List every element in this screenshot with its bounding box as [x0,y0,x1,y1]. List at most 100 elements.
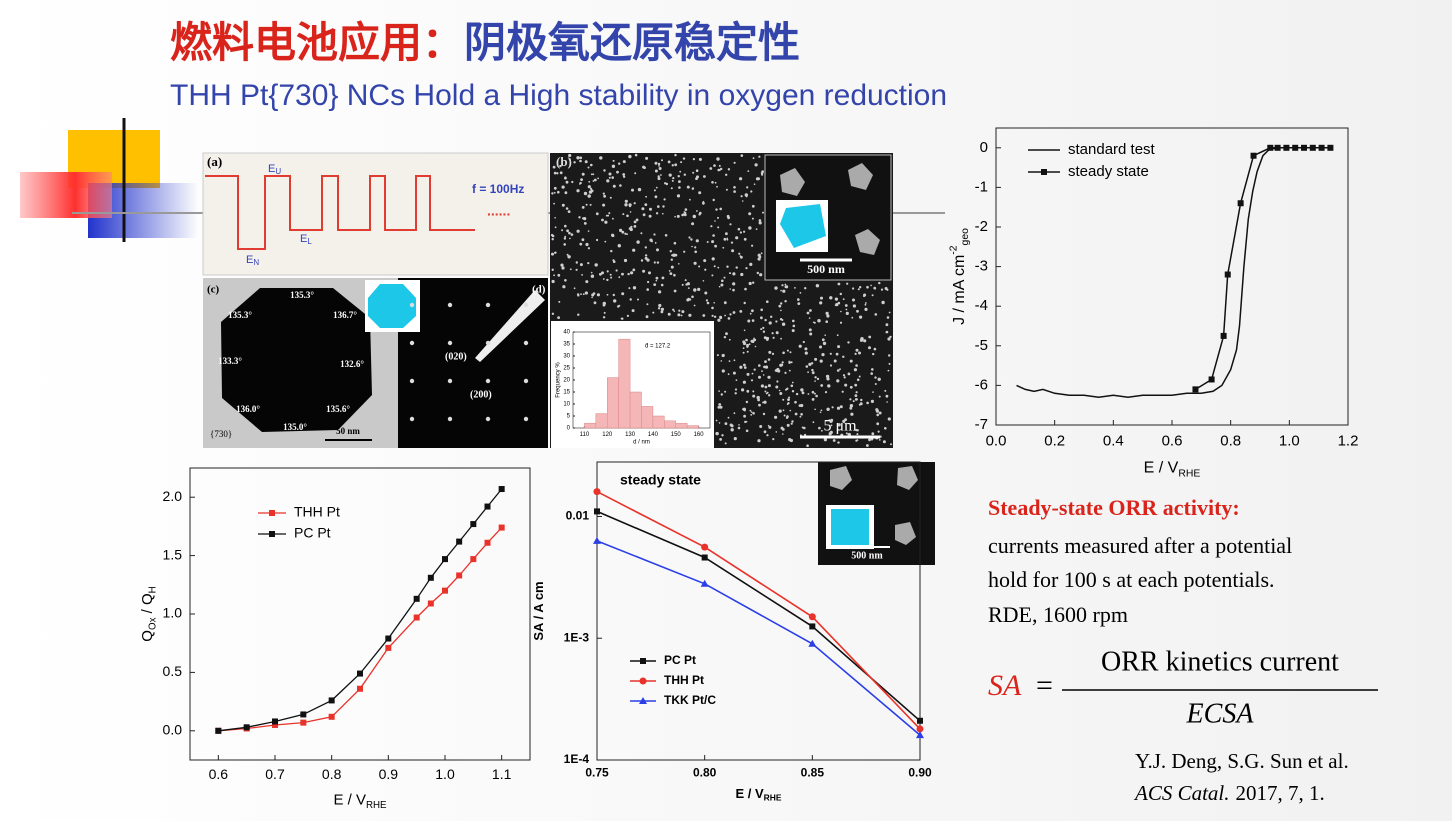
particle [727,416,730,419]
particle [782,398,785,401]
particle [766,434,769,437]
particle [554,217,556,219]
particle [864,302,867,304]
x-tick-label: 0.75 [585,765,609,779]
particle [619,184,622,187]
particle [562,285,566,289]
particle [717,266,720,269]
particle [878,395,881,398]
particle [684,211,687,214]
particle [602,278,605,280]
particle [587,166,590,169]
axis-label: QOx / QH [139,586,158,641]
particle [837,282,841,286]
particle [841,390,844,393]
facet-label: {730} [210,429,232,439]
particle [652,311,655,314]
particle [870,284,872,287]
particle [551,279,555,284]
particle [589,203,592,206]
particle [695,177,698,181]
particle [733,437,737,441]
particle [784,300,787,303]
particle [669,250,672,253]
legend-marker [1041,169,1047,175]
particle [606,270,609,273]
particle [748,226,752,230]
particle [678,263,680,265]
particle [849,398,852,401]
y-tick-label: 20 [563,378,570,384]
particle [744,287,747,291]
particle [743,329,746,332]
particle [634,153,638,157]
particle [855,348,859,352]
particle [754,163,758,167]
particle [691,295,694,299]
particle [624,203,628,207]
particle [601,218,604,222]
particle [849,385,853,389]
particle [750,411,753,413]
particle [771,352,775,355]
particle [726,238,729,241]
particle [776,380,779,383]
particle [824,391,828,394]
particle [697,287,701,291]
particle [855,398,859,401]
particle [635,218,639,222]
particle [550,233,554,237]
particle [781,322,786,326]
particle [812,421,815,424]
particle [807,371,809,373]
particle [655,212,659,215]
particle [751,244,754,247]
particle [655,279,658,282]
particle [727,216,730,220]
superscript: -2 [948,245,959,254]
particle [567,255,571,259]
particle [813,321,816,324]
particle [836,406,841,410]
y-tick-label: -7 [975,416,988,433]
particle [750,339,754,343]
particle [680,161,683,164]
particle [780,363,784,367]
particle [767,384,771,388]
particle [811,390,815,394]
particle [759,273,763,277]
particle [579,242,583,246]
particle [814,408,816,411]
particle [590,271,593,274]
particle [611,233,615,237]
particle [566,229,569,233]
particle [646,258,650,262]
particle [568,231,571,235]
particle [597,293,600,296]
particle [752,394,756,398]
particle [645,315,649,319]
angle-label: 136.7° [333,310,357,320]
particle [658,167,662,170]
histogram-bar [686,425,699,429]
particle [734,388,738,391]
particle [719,405,723,409]
particle [837,423,841,427]
particle [854,352,857,355]
particle [721,434,724,437]
particle [711,240,715,244]
particle [794,400,797,404]
particle [653,189,656,192]
text: / Q [139,593,156,617]
particle [648,271,651,275]
particle [565,207,569,210]
particle [816,377,820,381]
particle [713,302,715,304]
text: E [300,233,307,245]
crystal-model [831,509,869,545]
particle [565,180,569,184]
particle [730,428,734,432]
particle [590,189,594,193]
details: 2017, 7, 1. [1236,781,1325,805]
marker [385,635,392,642]
